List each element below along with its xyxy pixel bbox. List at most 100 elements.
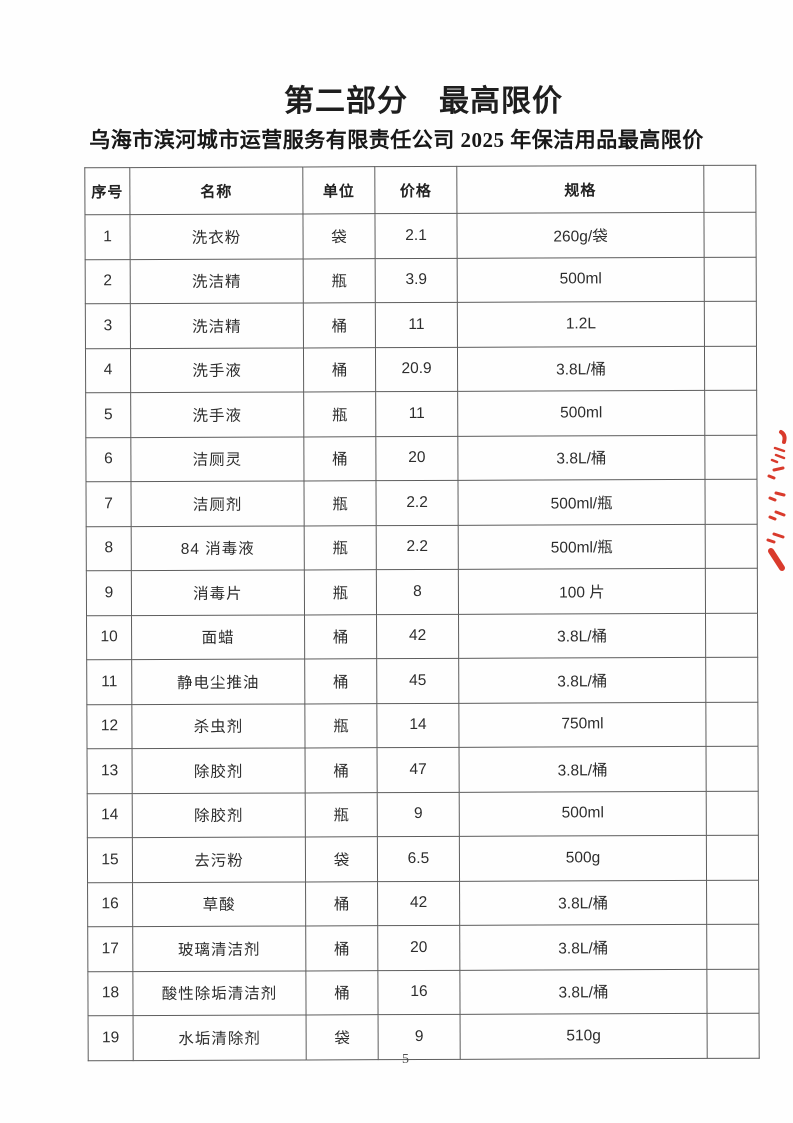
table-cell: 1.2L [457,301,705,347]
table-cell-empty [705,701,759,747]
table-cell: 洁厕灵 [130,436,304,482]
table-cell: 桶 [305,925,378,971]
table-cell: 17 [87,926,133,972]
table-cell: 桶 [304,658,377,704]
table-cell: 16 [87,882,133,927]
table-header-cell-empty [703,165,756,213]
table-cell: 15 [87,837,133,883]
table-cell: 11 [86,659,132,705]
table-row: 15 去污粉袋 6.5 500g [87,835,759,883]
table-cell: 静电尘推油 [131,658,305,705]
table-cell: 6 [85,437,131,482]
table-cell: 42 [376,613,459,659]
table-row: 13 除胶剂桶 47 3.8L/桶 [87,746,759,794]
table-cell: 瓶 [304,569,377,615]
table-cell: 桶 [305,747,378,793]
table-cell: 500ml [459,790,707,837]
table-cell: 洗洁精 [130,302,304,349]
table-header-cell: 价格 [374,166,457,214]
table-cell: 面蜡 [131,614,305,660]
table-cell: 洗洁精 [130,258,304,304]
table-header-cell: 名称 [129,166,303,215]
table-cell: 4 [85,348,131,393]
table-header: 序号 名称 单位 价格 规格 [84,165,756,215]
table-cell: 去污粉 [132,836,306,883]
table-cell: 6.5 [377,836,460,882]
table-row: 1 洗衣粉袋 2.1 260g/袋 [84,212,757,260]
table-cell: 500g [459,835,707,881]
table-cell-empty [704,434,757,480]
table-cell: 洗衣粉 [129,213,304,260]
table-cell: 1 [84,214,131,260]
table-cell: 袋 [302,213,376,259]
table-cell: 3.8L/桶 [459,968,708,1015]
table-cell: 桶 [303,436,376,481]
table-cell: 2.2 [376,524,459,570]
table-cell: 2.1 [374,213,458,259]
table-cell: 12 [86,704,133,749]
table-cell: 瓶 [303,258,376,303]
table-cell-empty [706,968,760,1014]
table-cell: 袋 [305,836,378,882]
table-cell: 桶 [304,614,377,659]
table-cell: 500ml/瓶 [458,523,706,570]
table-cell: 500ml/瓶 [457,479,706,525]
table-cell: 8 [86,526,132,571]
red-ink-marks [766,430,787,571]
price-table: 序号 名称 单位 价格 规格 1 洗衣粉袋 2.1 260g/袋 2 洗洁精瓶 3.9 500ml 3 洗… [84,165,760,1061]
table-cell: 2 [85,259,131,304]
table-cell: 16 [377,969,461,1015]
table-cell-empty [705,657,758,702]
table-row: 10 面蜡桶 42 3.8L/桶 [86,612,758,660]
table-cell: 5 [85,392,131,438]
table-row: 9 消毒片瓶 8 100 片 [86,568,758,616]
table-row: 17 玻璃清洁剂桶 20 3.8L/桶 [87,924,759,972]
table-cell: 20 [377,925,460,971]
table-cell: 14 [376,702,460,748]
table-cell-empty [706,790,759,836]
table-cell-empty [703,212,757,257]
table-row: 11 静电尘推油桶 45 3.8L/桶 [86,657,758,705]
page-subtitle: 乌海市滨河城市运营服务有限责任公司 2025 年保洁用品最高限价 [89,128,704,152]
table-cell: 3.8L/桶 [459,746,707,792]
table-cell: 瓶 [305,792,378,837]
table-cell: 750ml [458,701,707,748]
table-cell-empty [706,835,759,880]
table-cell: 除胶剂 [132,747,306,794]
table-cell-empty [705,523,758,569]
table-cell: 20.9 [375,346,458,392]
table-cell: 13 [87,748,133,794]
table-cell: 42 [377,880,460,926]
table-cell-empty [705,568,758,613]
table-cell: 260g/袋 [456,212,705,258]
table-cell-empty [705,612,758,658]
table-cell: 2.2 [375,480,459,526]
table-cell: 3.8L/桶 [458,657,706,703]
table-cell: 14 [87,793,133,838]
table-cell: 除胶剂 [132,792,306,838]
table-cell-empty [704,256,757,302]
table-cell-empty [706,879,759,925]
table-cell-empty [704,390,757,435]
table-cell-empty [704,301,757,346]
table-cell: 草酸 [132,881,306,927]
table-cell: 瓶 [303,391,376,437]
table-cell: 洗手液 [130,391,304,438]
table-cell: 9 [377,791,460,837]
table-row: 16 草酸桶 42 3.8L/桶 [87,879,759,927]
table-cell: 玻璃清洁剂 [132,925,306,972]
table-row: 7 洁厕剂瓶 2.2 500ml/瓶 [85,479,758,527]
table-row: 4 洗手液桶 20.9 3.8L/桶 [85,345,757,393]
page-title: 第二部分 最高限价 [284,85,563,118]
table-row: 12 杀虫剂瓶 14 750ml [86,701,759,749]
table-cell: 84 消毒液 [131,525,305,571]
table-cell: 瓶 [304,703,378,748]
table-cell: 3 [85,303,131,349]
table-row: 3 洗洁精桶 11 1.2L [85,301,757,349]
table-cell: 3.9 [375,257,458,303]
table-header-row: 序号 名称 单位 价格 规格 [84,165,756,215]
table-cell: 10 [86,615,132,660]
table-cell: 洁厕剂 [130,480,305,527]
table-cell: 47 [377,747,460,793]
